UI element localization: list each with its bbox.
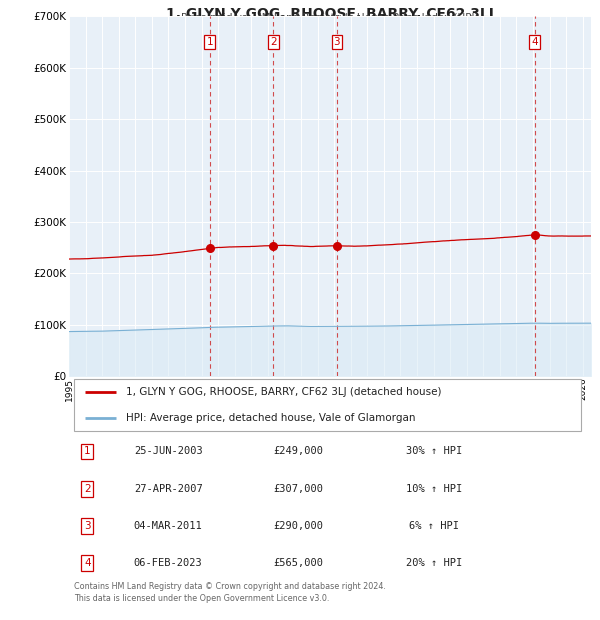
Text: 1: 1 bbox=[206, 37, 213, 47]
Text: £290,000: £290,000 bbox=[274, 521, 323, 531]
Text: 06-FEB-2023: 06-FEB-2023 bbox=[134, 558, 203, 569]
Text: Contains HM Land Registry data © Crown copyright and database right 2024.
This d: Contains HM Land Registry data © Crown c… bbox=[74, 582, 386, 603]
Text: 3: 3 bbox=[334, 37, 340, 47]
Text: 2: 2 bbox=[84, 484, 91, 494]
Text: 1, GLYN Y GOG, RHOOSE, BARRY, CF62 3LJ (detached house): 1, GLYN Y GOG, RHOOSE, BARRY, CF62 3LJ (… bbox=[127, 386, 442, 397]
FancyBboxPatch shape bbox=[74, 379, 581, 430]
Text: 27-APR-2007: 27-APR-2007 bbox=[134, 484, 203, 494]
Text: 30% ↑ HPI: 30% ↑ HPI bbox=[406, 446, 463, 456]
Text: 10% ↑ HPI: 10% ↑ HPI bbox=[406, 484, 463, 494]
Text: 4: 4 bbox=[532, 37, 538, 47]
Text: £565,000: £565,000 bbox=[274, 558, 323, 569]
Text: 2: 2 bbox=[270, 37, 277, 47]
Text: £307,000: £307,000 bbox=[274, 484, 323, 494]
Text: 1, GLYN Y GOG, RHOOSE, BARRY, CF62 3LJ: 1, GLYN Y GOG, RHOOSE, BARRY, CF62 3LJ bbox=[166, 7, 494, 20]
Text: HPI: Average price, detached house, Vale of Glamorgan: HPI: Average price, detached house, Vale… bbox=[127, 412, 416, 423]
Text: £249,000: £249,000 bbox=[274, 446, 323, 456]
Text: Price paid vs. HM Land Registry's House Price Index (HPI): Price paid vs. HM Land Registry's House … bbox=[181, 13, 479, 23]
Text: 25-JUN-2003: 25-JUN-2003 bbox=[134, 446, 203, 456]
Text: 3: 3 bbox=[84, 521, 91, 531]
Text: 04-MAR-2011: 04-MAR-2011 bbox=[134, 521, 203, 531]
Text: 6% ↑ HPI: 6% ↑ HPI bbox=[409, 521, 460, 531]
Text: 1: 1 bbox=[84, 446, 91, 456]
Text: 20% ↑ HPI: 20% ↑ HPI bbox=[406, 558, 463, 569]
Text: 4: 4 bbox=[84, 558, 91, 569]
